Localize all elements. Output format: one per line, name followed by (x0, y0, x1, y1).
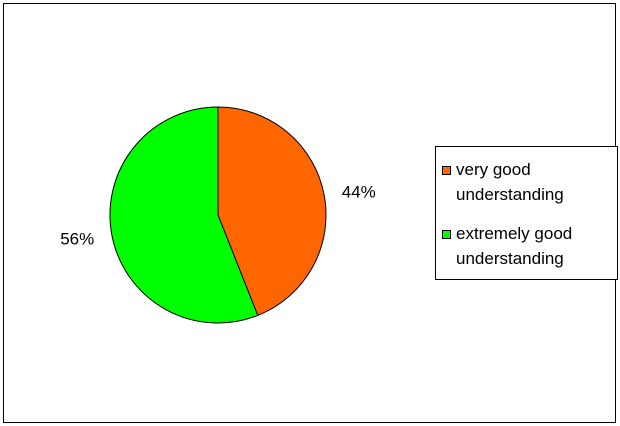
legend: very good understanding extremely good u… (435, 146, 618, 280)
legend-label-very-good: very good understanding (456, 160, 564, 204)
legend-label-extremely-good: extremely good understanding (456, 224, 573, 268)
pie-slice-1 (109, 106, 259, 324)
pie-slice-0 (217, 106, 327, 317)
data-label-1: 56% (60, 230, 94, 249)
legend-swatch-very-good (442, 166, 451, 175)
legend-swatch-extremely-good (442, 230, 451, 239)
data-label-0: 44% (342, 182, 376, 201)
